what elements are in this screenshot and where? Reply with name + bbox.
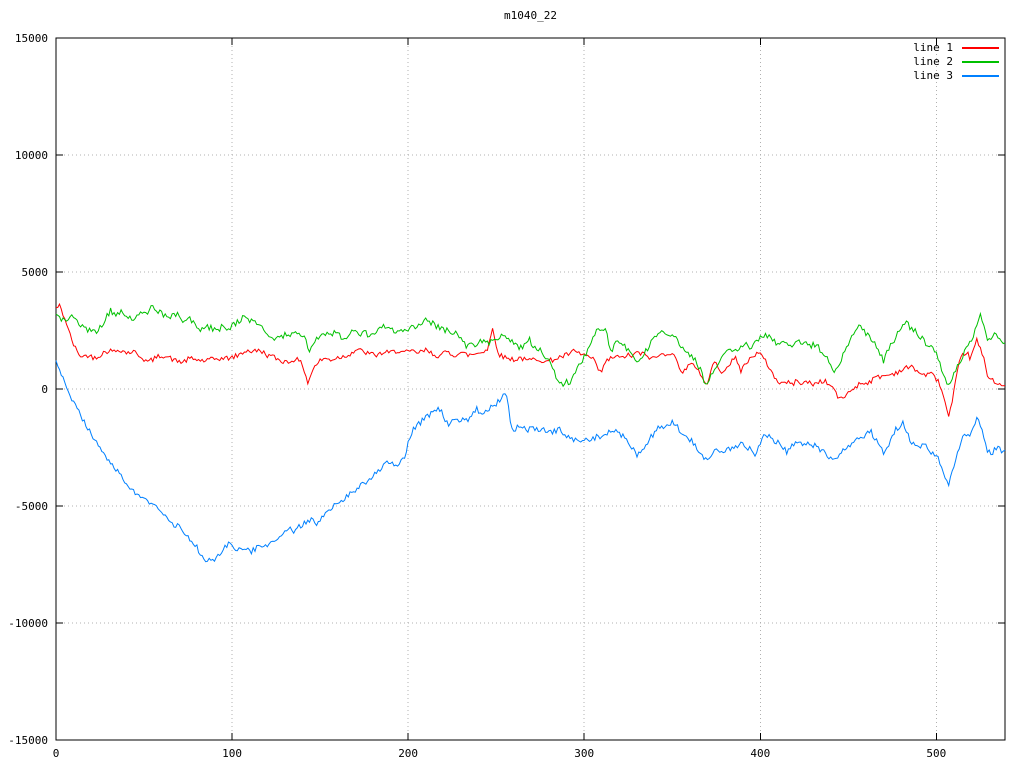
legend-item-line3: line 3 [913, 69, 999, 83]
legend-line-sample-green [962, 61, 999, 63]
svg-text:10000: 10000 [15, 149, 48, 162]
svg-text:100: 100 [222, 747, 242, 760]
svg-text:15000: 15000 [15, 32, 48, 45]
svg-text:-5000: -5000 [15, 500, 48, 513]
svg-text:300: 300 [574, 747, 594, 760]
svg-text:200: 200 [398, 747, 418, 760]
legend-line-sample-red [962, 47, 999, 49]
legend-line-sample-blue [962, 75, 999, 77]
svg-text:-10000: -10000 [8, 617, 48, 630]
legend-item-line1: line 1 [913, 41, 999, 55]
svg-text:0: 0 [53, 747, 60, 760]
legend-label-line3: line 3 [913, 69, 953, 82]
svg-text:0: 0 [41, 383, 48, 396]
svg-text:400: 400 [750, 747, 770, 760]
legend-item-line2: line 2 [913, 55, 999, 69]
legend: line 1 line 2 line 3 [913, 41, 999, 83]
svg-text:5000: 5000 [22, 266, 49, 279]
chart-title: m1040_22 [504, 9, 557, 22]
svg-text:-15000: -15000 [8, 734, 48, 747]
svg-text:500: 500 [926, 747, 946, 760]
legend-label-line1: line 1 [913, 41, 953, 54]
legend-label-line2: line 2 [913, 55, 953, 68]
